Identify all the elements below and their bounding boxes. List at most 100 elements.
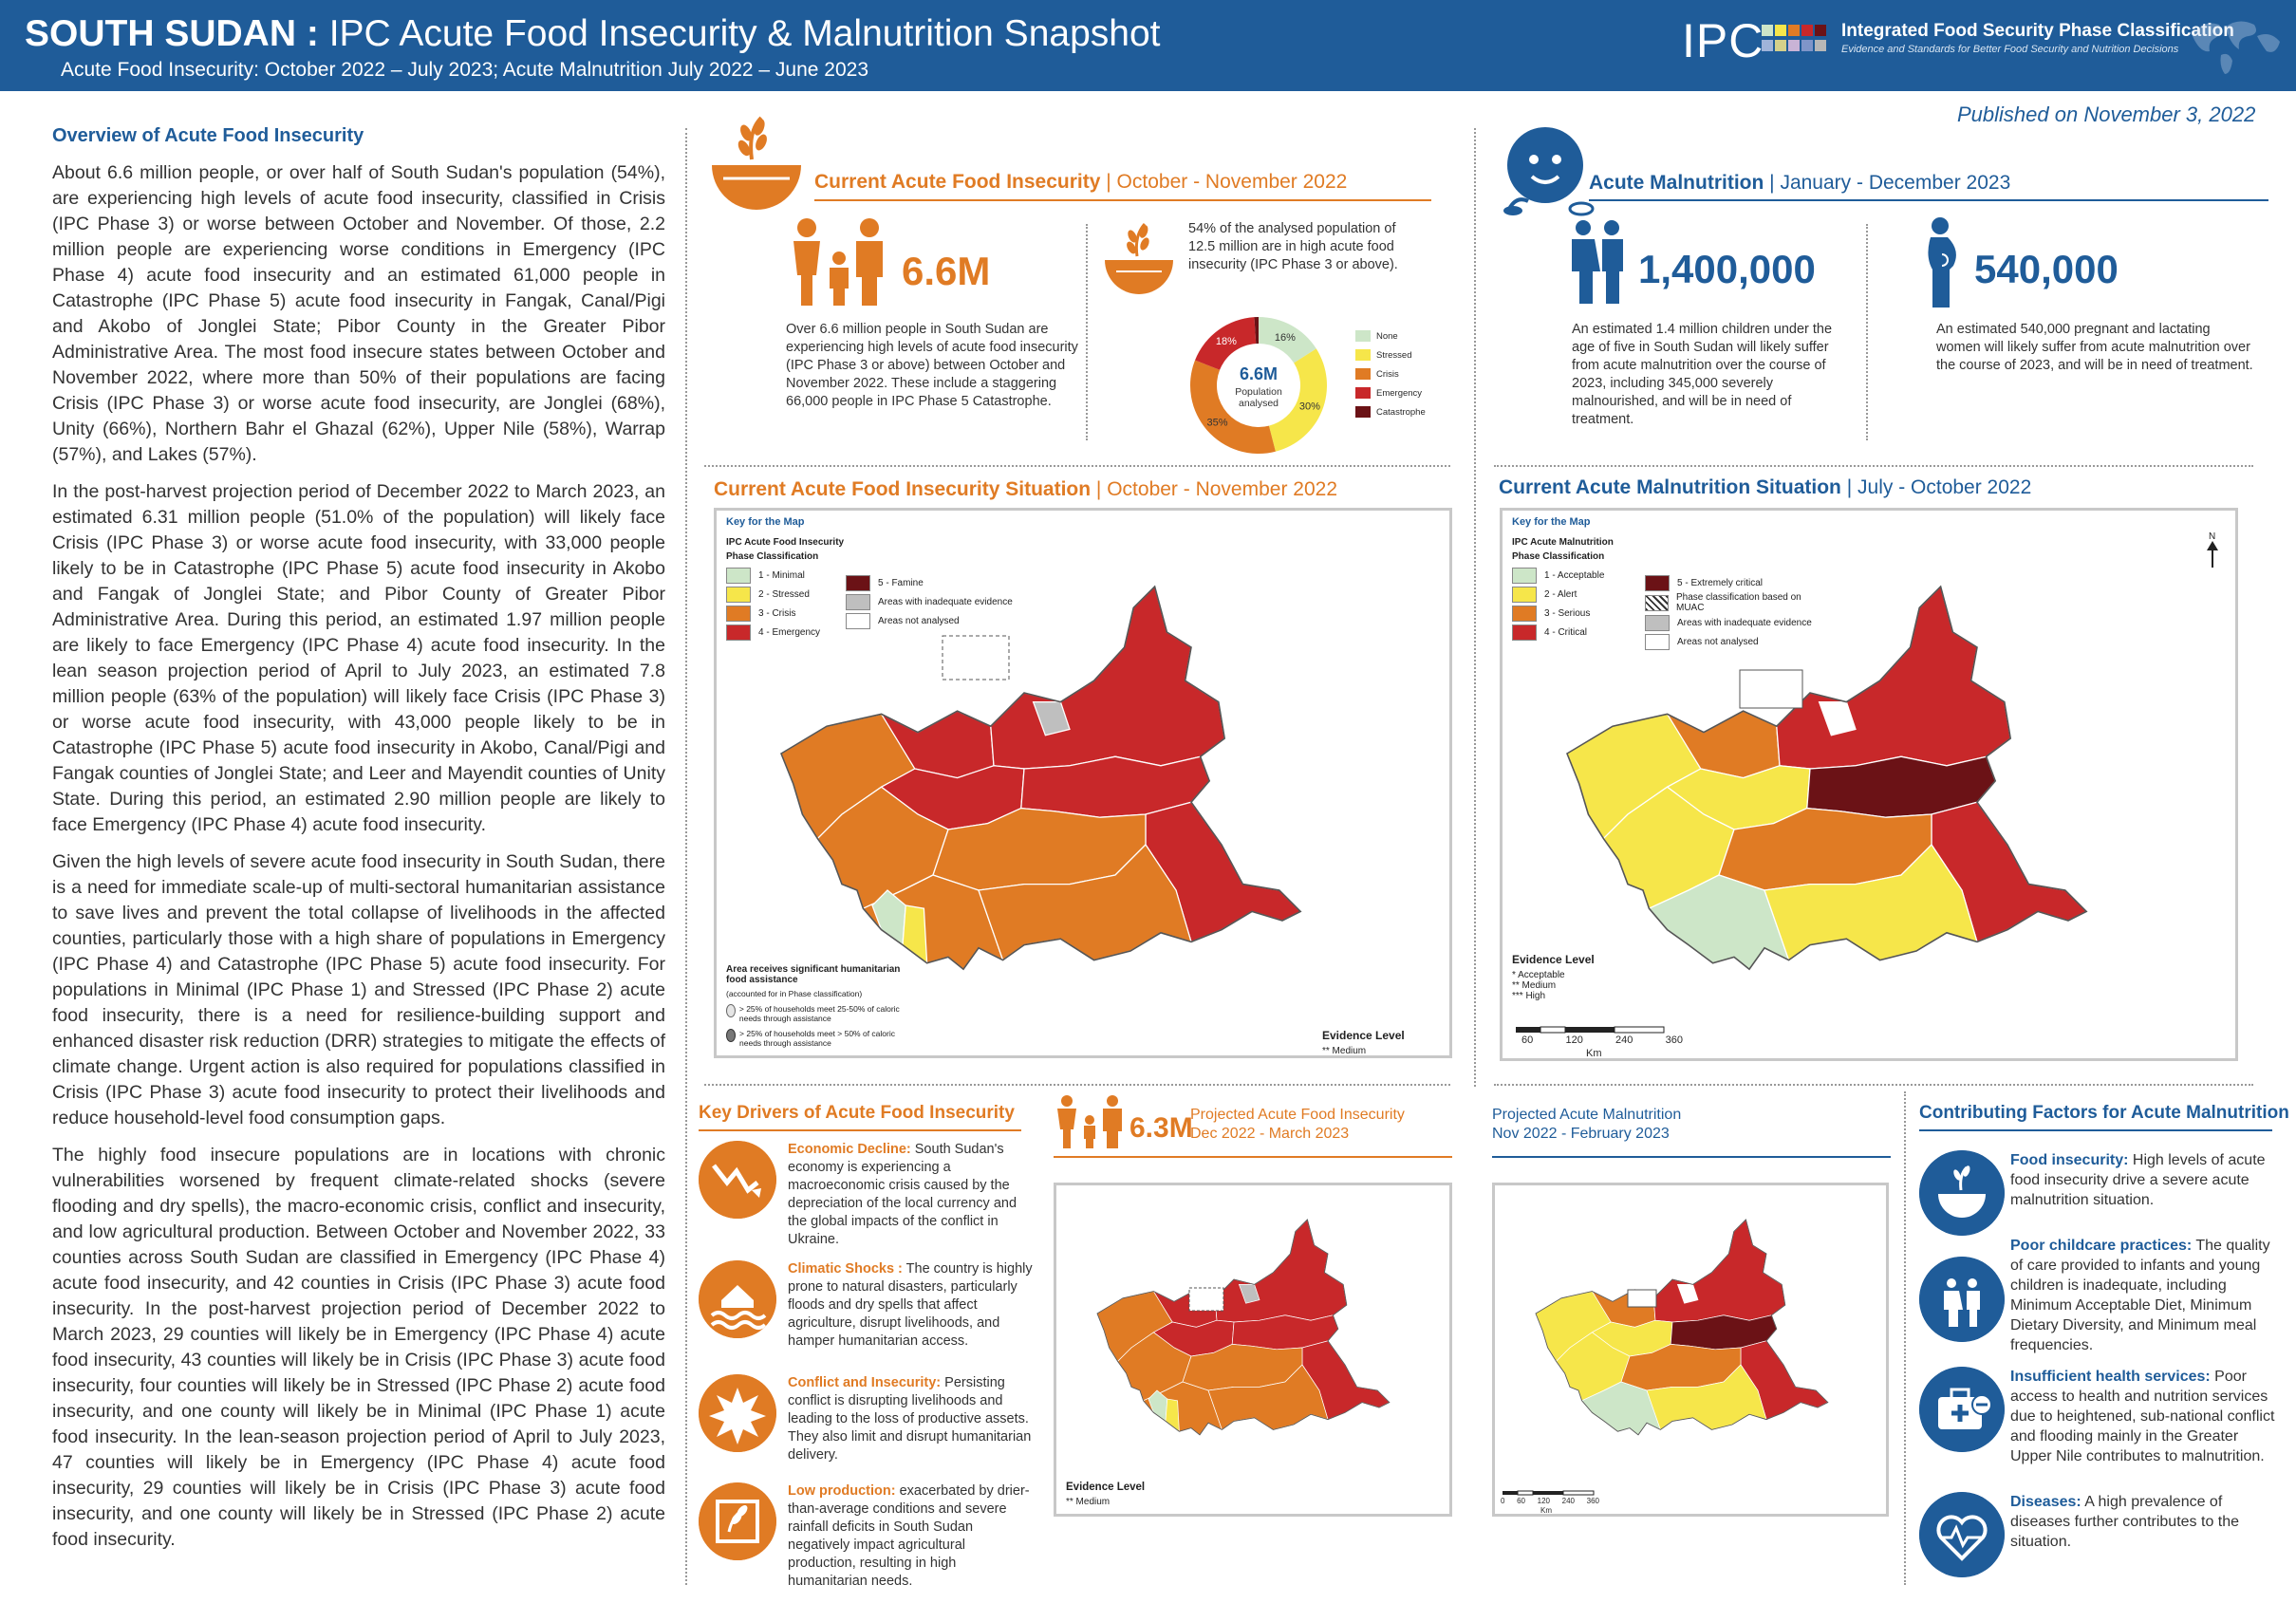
legend-label: Stressed — [1376, 349, 1412, 361]
divider — [704, 465, 1450, 467]
donut-slice-label: 18% — [1216, 336, 1237, 347]
legend-swatch — [1512, 567, 1537, 584]
family-icon — [1057, 1095, 1122, 1148]
legend-swatch — [846, 593, 870, 610]
scale-bar — [1516, 1026, 1665, 1034]
projected-am-title: Projected Acute Malnutrition — [1492, 1107, 1682, 1123]
acute-malnutrition-title: Acute Malnutrition | January - December … — [1589, 172, 2011, 194]
economic-decline-icon — [699, 1141, 776, 1219]
legend-label: Catastrophe — [1376, 406, 1426, 418]
projected-am-period: Nov 2022 - February 2023 — [1492, 1126, 1670, 1142]
ipc-logo: IPC — [1682, 14, 1764, 67]
country-outline — [780, 585, 1302, 971]
underline — [1919, 1129, 2272, 1131]
country-outline — [1535, 1219, 1829, 1436]
projected-afi-evidence: Evidence Level ** Medium — [1066, 1482, 1146, 1507]
legend-item: 5 - Famine — [846, 573, 1013, 592]
projected-afi-map-panel: Evidence Level ** Medium — [1054, 1183, 1452, 1517]
current-afi-stat: 6.6M — [902, 249, 991, 293]
donut-slice — [1268, 348, 1327, 452]
legend-swatch — [726, 567, 751, 584]
assistance-key: Area receives significant humanitarian f… — [726, 964, 901, 1048]
am-map-panel: Key for the Map IPC Acute Malnutrition P… — [1500, 508, 2238, 1061]
donut-legend: None Stressed Crisis Emergency Catastrophe — [1355, 326, 1426, 421]
divider — [1904, 1091, 1906, 1585]
donut-slice-label: 30% — [1299, 401, 1320, 412]
legend-swatch — [726, 605, 751, 622]
legend-item: Areas with inadequate evidence — [1645, 613, 1825, 632]
org-name: Integrated Food Security Phase Classific… — [1841, 21, 2234, 41]
legend-swatch — [1355, 406, 1371, 418]
divider — [685, 128, 687, 1585]
divider — [1494, 465, 2253, 467]
published-date: Published on November 3, 2022 — [1957, 103, 2256, 126]
donut-center-value: 6.6M — [1240, 364, 1278, 383]
legend-item: 3 - Crisis — [726, 604, 844, 623]
legend-item: 2 - Alert — [1512, 585, 1614, 604]
overview-paragraph: In the post-harvest projection period of… — [52, 481, 665, 835]
projected-am-map-panel: 0 60 120 240 360 Km — [1492, 1183, 1889, 1517]
divider — [1866, 224, 1868, 440]
medical-kit-icon — [1919, 1367, 2005, 1452]
afi-map-key: Key for the Map IPC Acute Food Insecurit… — [726, 516, 844, 642]
plw-stat: 540,000 — [1974, 247, 2119, 291]
legend-swatch — [1645, 633, 1670, 650]
wheat-bowl-icon — [1919, 1150, 2005, 1236]
afi-map-title: Current Acute Food Insecurity Situation … — [714, 478, 1337, 500]
projected-afi-title: Projected Acute Food Insecurity — [1190, 1107, 1405, 1123]
population-donut-chart: 16% 30% 35% 18% 6.6M Population analysed — [1190, 317, 1327, 454]
legend-label: 2 - Stressed — [758, 588, 810, 600]
org-tagline: Evidence and Standards for Better Food S… — [1841, 44, 2179, 55]
legend-swatch — [846, 574, 870, 591]
family-icon — [793, 218, 883, 306]
legend-item: 4 - Critical — [1512, 623, 1614, 642]
legend-label: None — [1376, 330, 1398, 342]
world-map-icon — [2193, 21, 2280, 75]
map-region — [1818, 700, 1857, 736]
projected-afi-stat: 6.3M — [1129, 1112, 1193, 1144]
donut-center-label: Population — [1235, 386, 1282, 398]
legend-label: Areas with inadequate evidence — [1677, 617, 1812, 628]
drivers-title: Key Drivers of Acute Food Insecurity — [699, 1103, 1015, 1123]
legend-label: Areas not analysed — [878, 615, 960, 626]
children-icon — [1572, 220, 1623, 304]
legend-item: Areas not analysed — [846, 611, 1013, 630]
legend-swatch — [1645, 614, 1670, 631]
legend-label: Crisis — [1376, 368, 1399, 380]
legend-item: Areas not analysed — [1645, 632, 1825, 651]
afi-map-key-extra: 5 - Famine Areas with inadequate evidence… — [846, 573, 1013, 630]
plw-text: An estimated 540,000 pregnant and lactat… — [1936, 322, 2253, 373]
overview-paragraph: Given the high levels of severe acute fo… — [52, 851, 665, 1128]
underline — [699, 1129, 1021, 1131]
legend-label: Emergency — [1376, 387, 1423, 399]
map-region — [1652, 1219, 1786, 1323]
legend-label: 3 - Serious — [1544, 607, 1591, 619]
underline — [814, 199, 1431, 201]
legend-item: 4 - Emergency — [726, 623, 844, 642]
legend-label: 3 - Crisis — [758, 607, 796, 619]
am-map-title: Current Acute Malnutrition Situation | J… — [1499, 476, 2032, 498]
am-map-key: Key for the Map IPC Acute Malnutrition P… — [1512, 516, 1614, 642]
children-text: An estimated 1.4 million children under … — [1572, 322, 1833, 427]
legend-item: Areas with inadequate evidence — [846, 592, 1013, 611]
country-outline — [1096, 1219, 1391, 1436]
overview-heading: Overview of Acute Food Insecurity — [52, 125, 364, 146]
donut-slice — [1190, 360, 1276, 454]
legend-item: None — [1355, 326, 1426, 345]
explosion-icon — [699, 1374, 776, 1452]
divider — [1474, 128, 1476, 1087]
donut-slice-label: 35% — [1206, 417, 1227, 428]
scale-unit: Km — [1540, 1506, 1552, 1515]
donut-slice — [1195, 317, 1257, 370]
legend-swatch — [1645, 594, 1669, 611]
underline — [1589, 199, 2268, 201]
legend-swatch — [1512, 586, 1537, 603]
overview-paragraph: About 6.6 million people, or over half o… — [52, 162, 665, 465]
divider — [1086, 224, 1088, 440]
legend-label: Areas not analysed — [1677, 636, 1759, 647]
legend-item: Emergency — [1355, 383, 1426, 402]
legend-label: 1 - Acceptable — [1544, 569, 1605, 581]
country-outline — [1566, 585, 2088, 971]
child-face-icon — [1503, 127, 1595, 216]
legend-label: Phase classification based on MUAC — [1675, 592, 1801, 613]
